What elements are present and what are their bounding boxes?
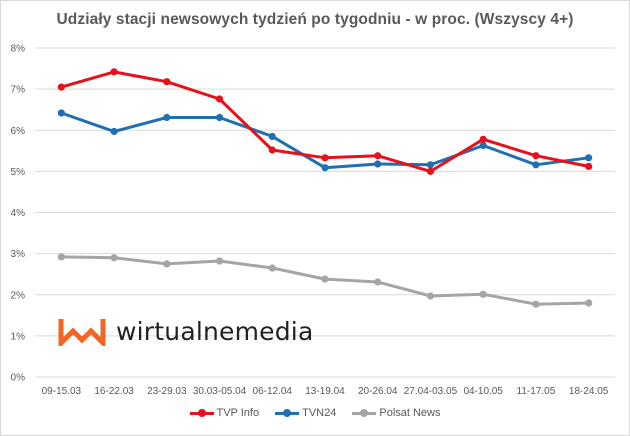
data-point[interactable] xyxy=(268,132,276,141)
data-point[interactable] xyxy=(479,290,487,298)
y-tick-label: 5% xyxy=(11,167,26,178)
data-point[interactable] xyxy=(585,299,593,307)
x-tick-label: 23-29.03 xyxy=(147,386,187,397)
x-tick-label: 20-26.04 xyxy=(358,386,398,397)
data-point[interactable] xyxy=(163,113,171,122)
x-tick-label: 06-12.04 xyxy=(253,386,293,397)
x-tick-label: 13-19.04 xyxy=(305,386,345,397)
x-tick-label: 11-17.05 xyxy=(517,386,556,397)
legend-marker-icon xyxy=(189,408,214,418)
data-point[interactable] xyxy=(374,152,382,160)
legend-item-polsat-news[interactable]: Polsat News xyxy=(352,407,441,419)
data-point[interactable] xyxy=(215,95,224,103)
data-point[interactable] xyxy=(321,275,329,283)
y-tick-label: 0% xyxy=(11,373,26,384)
legend-item-tvn24[interactable]: TVN24 xyxy=(275,407,336,419)
y-tick-label: 6% xyxy=(11,126,26,137)
data-point[interactable] xyxy=(426,292,435,300)
data-point[interactable] xyxy=(163,78,171,86)
x-tick-label: 27.04-03.05 xyxy=(404,386,458,397)
y-axis-ticks: 0% 1% 2% 3% 4% 5% 6% 7% 8% xyxy=(11,44,26,384)
data-point[interactable] xyxy=(426,161,435,169)
data-point[interactable] xyxy=(215,113,224,122)
wm-logo-icon xyxy=(58,319,106,346)
data-point[interactable] xyxy=(426,167,435,175)
data-point[interactable] xyxy=(110,254,118,262)
y-tick-label: 7% xyxy=(11,85,26,96)
data-point[interactable] xyxy=(585,154,593,162)
x-tick-label: 09-15.03 xyxy=(42,386,82,397)
legend-label: TVN24 xyxy=(302,407,337,419)
legend-item-tvp-info[interactable]: TVP Info xyxy=(189,407,260,419)
series-polsat-news xyxy=(57,253,593,308)
series-tvp-info xyxy=(57,68,593,175)
legend-label: Polsat News xyxy=(379,407,441,419)
data-point[interactable] xyxy=(57,253,65,261)
logo-text: wirtualnemedia xyxy=(116,316,314,346)
wirtualnemedia-logo: wirtualnemedia xyxy=(58,316,313,346)
data-point[interactable] xyxy=(585,162,593,171)
data-point[interactable] xyxy=(215,257,224,265)
x-tick-label: 04-10.05 xyxy=(463,386,503,397)
data-series xyxy=(57,68,593,308)
y-tick-label: 8% xyxy=(11,44,26,55)
legend-label: TVP Info xyxy=(216,407,260,419)
series-tvn24 xyxy=(57,109,593,172)
chart-title: Udziały stacji newsowych tydzień po tygo… xyxy=(56,11,574,28)
data-point[interactable] xyxy=(321,164,329,172)
data-point[interactable] xyxy=(479,141,487,150)
y-tick-label: 1% xyxy=(11,331,26,342)
x-axis-ticks: 09-15.03 16-22.03 23-29.03 30.03-05.04 06-12… xyxy=(42,386,609,397)
y-tick-label: 3% xyxy=(11,249,26,260)
x-tick-label: 16-22.03 xyxy=(94,386,134,397)
data-point[interactable] xyxy=(268,264,276,272)
x-tick-label: 30.03-05.04 xyxy=(193,386,247,397)
data-point[interactable] xyxy=(321,154,329,162)
data-point[interactable] xyxy=(163,260,171,268)
y-tick-label: 2% xyxy=(11,290,26,301)
data-point[interactable] xyxy=(110,127,118,136)
data-point[interactable] xyxy=(532,300,540,308)
gridlines xyxy=(35,47,615,378)
legend-marker-icon xyxy=(275,408,300,418)
legend-marker-icon xyxy=(352,408,377,418)
data-point[interactable] xyxy=(479,135,487,143)
x-tick-label: 18-24.05 xyxy=(569,386,609,397)
data-point[interactable] xyxy=(268,146,276,154)
data-point[interactable] xyxy=(532,152,540,160)
data-point[interactable] xyxy=(57,83,65,91)
data-point[interactable] xyxy=(374,160,382,168)
data-point[interactable] xyxy=(57,109,65,117)
data-point[interactable] xyxy=(110,68,118,76)
y-tick-label: 4% xyxy=(11,208,26,219)
data-point[interactable] xyxy=(532,161,540,169)
data-point[interactable] xyxy=(374,278,382,286)
chart-legend: TVP Info TVN24 Polsat News xyxy=(0,407,630,419)
